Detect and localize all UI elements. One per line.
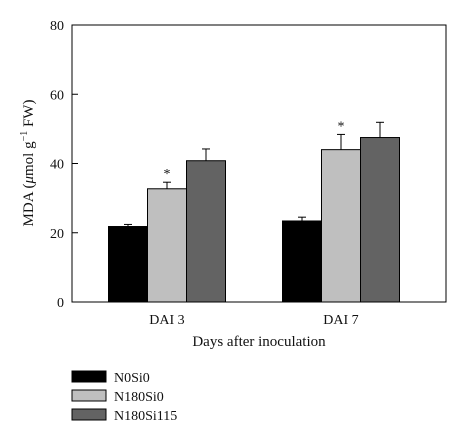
x-tick-label: DAI 7	[323, 313, 358, 328]
x-axis-title: Days after inoculation	[192, 334, 326, 350]
x-tick-label: DAI 3	[149, 313, 184, 328]
y-tick-label: 60	[50, 88, 64, 103]
y-tick-label: 40	[50, 158, 64, 173]
bars	[108, 121, 400, 303]
bar-N0Si0-DAI3	[108, 226, 148, 303]
bar-N0Si0-DAI7	[282, 220, 322, 303]
legend-swatch	[71, 389, 107, 402]
significance-marker: *	[164, 167, 171, 182]
bar-N180Si115-DAI7	[360, 137, 400, 303]
legend-label: N180Si0	[114, 390, 164, 405]
legend-label: N180Si115	[114, 409, 177, 424]
y-axis-title: MDA (μmol g−1 FW)	[19, 100, 37, 227]
legend: N0Si0 N180Si0 N180Si115	[71, 370, 177, 424]
y-tick-label: 0	[57, 296, 64, 311]
x-axis-ticks: DAI 3 DAI 7	[149, 297, 359, 328]
bar-N180Si0-DAI3	[147, 188, 187, 303]
bar-N180Si0-DAI7	[321, 149, 361, 303]
legend-swatch	[71, 370, 107, 383]
y-tick-label: 20	[50, 227, 64, 242]
y-axis-ticks: 0 20 40 60 80	[50, 19, 78, 311]
y-tick-label: 80	[50, 19, 64, 34]
bar-N180Si115-DAI3	[186, 160, 226, 303]
legend-swatch	[71, 408, 107, 421]
legend-label: N0Si0	[114, 371, 150, 386]
significance-marker: *	[338, 119, 345, 134]
annotations: **	[164, 119, 345, 182]
